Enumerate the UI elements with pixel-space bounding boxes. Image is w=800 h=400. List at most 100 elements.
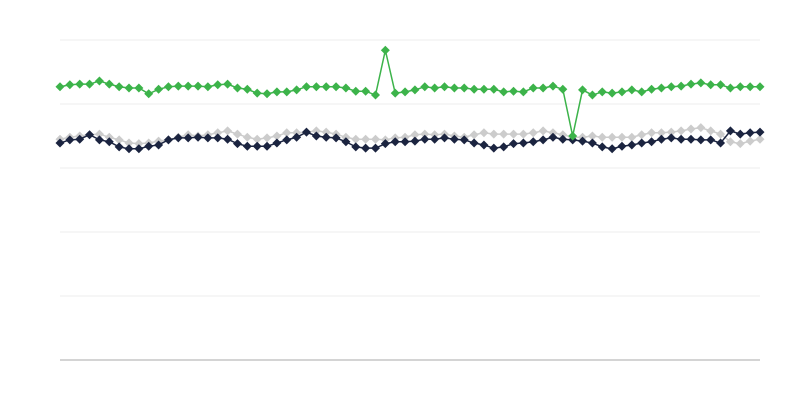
data-point[interactable] bbox=[587, 138, 597, 148]
data-point[interactable] bbox=[735, 82, 745, 92]
data-point[interactable] bbox=[528, 137, 538, 147]
data-point[interactable] bbox=[499, 87, 509, 97]
data-point[interactable] bbox=[548, 132, 558, 142]
data-point[interactable] bbox=[173, 81, 183, 91]
data-point[interactable] bbox=[124, 138, 134, 148]
data-point[interactable] bbox=[607, 132, 617, 142]
data-point[interactable] bbox=[331, 133, 341, 143]
data-point[interactable] bbox=[154, 84, 164, 94]
data-point[interactable] bbox=[449, 83, 459, 93]
data-point[interactable] bbox=[144, 141, 154, 151]
data-point[interactable] bbox=[716, 129, 726, 139]
data-point[interactable] bbox=[725, 126, 735, 136]
data-point[interactable] bbox=[252, 141, 262, 151]
data-point[interactable] bbox=[341, 137, 351, 147]
data-point[interactable] bbox=[745, 136, 755, 146]
data-point[interactable] bbox=[666, 82, 676, 92]
data-point[interactable] bbox=[607, 144, 617, 154]
data-point[interactable] bbox=[114, 142, 124, 152]
data-point[interactable] bbox=[282, 128, 292, 138]
data-point[interactable] bbox=[400, 137, 410, 147]
data-point[interactable] bbox=[242, 132, 252, 142]
data-point[interactable] bbox=[479, 128, 489, 138]
data-point[interactable] bbox=[716, 138, 726, 148]
data-point[interactable] bbox=[75, 134, 85, 144]
data-point[interactable] bbox=[183, 81, 193, 91]
data-point[interactable] bbox=[637, 87, 647, 97]
data-point[interactable] bbox=[656, 83, 666, 93]
data-point[interactable] bbox=[706, 80, 716, 90]
data-point[interactable] bbox=[85, 130, 95, 140]
data-point[interactable] bbox=[321, 82, 331, 92]
data-point[interactable] bbox=[282, 87, 292, 97]
data-point[interactable] bbox=[292, 85, 302, 95]
data-point[interactable] bbox=[331, 82, 341, 92]
data-point[interactable] bbox=[597, 87, 607, 97]
data-point[interactable] bbox=[232, 83, 242, 93]
data-point[interactable] bbox=[479, 84, 489, 94]
data-point[interactable] bbox=[578, 85, 588, 95]
data-point[interactable] bbox=[301, 82, 311, 92]
data-point[interactable] bbox=[114, 135, 124, 145]
data-point[interactable] bbox=[183, 133, 193, 143]
data-point[interactable] bbox=[696, 123, 706, 133]
data-point[interactable] bbox=[538, 83, 548, 93]
data-point[interactable] bbox=[134, 139, 144, 149]
data-point[interactable] bbox=[351, 142, 361, 152]
data-point[interactable] bbox=[627, 140, 637, 150]
data-point[interactable] bbox=[213, 80, 223, 90]
data-point[interactable] bbox=[163, 135, 173, 145]
data-point[interactable] bbox=[94, 135, 104, 145]
data-point[interactable] bbox=[518, 138, 528, 148]
data-point[interactable] bbox=[163, 82, 173, 92]
data-point[interactable] bbox=[55, 138, 65, 148]
data-point[interactable] bbox=[430, 134, 440, 144]
data-point[interactable] bbox=[410, 85, 420, 95]
data-point[interactable] bbox=[124, 83, 134, 93]
data-point[interactable] bbox=[459, 83, 469, 93]
data-point[interactable] bbox=[252, 88, 262, 98]
data-point[interactable] bbox=[361, 86, 371, 96]
data-point[interactable] bbox=[144, 89, 154, 99]
data-point[interactable] bbox=[114, 82, 124, 92]
data-point[interactable] bbox=[370, 90, 380, 100]
data-point[interactable] bbox=[85, 79, 95, 89]
data-point[interactable] bbox=[617, 141, 627, 151]
data-point[interactable] bbox=[223, 79, 233, 89]
data-point[interactable] bbox=[134, 83, 144, 93]
data-point[interactable] bbox=[686, 79, 696, 89]
data-point[interactable] bbox=[410, 130, 420, 140]
data-point[interactable] bbox=[558, 84, 568, 94]
data-point[interactable] bbox=[489, 143, 499, 153]
data-point[interactable] bbox=[469, 130, 479, 140]
data-point[interactable] bbox=[311, 126, 321, 136]
data-point[interactable] bbox=[213, 133, 223, 143]
data-point[interactable] bbox=[75, 79, 85, 89]
data-point[interactable] bbox=[686, 124, 696, 134]
data-point[interactable] bbox=[528, 83, 538, 93]
data-point[interactable] bbox=[627, 85, 637, 95]
data-point[interactable] bbox=[193, 81, 203, 91]
data-point[interactable] bbox=[65, 135, 75, 145]
data-point[interactable] bbox=[242, 141, 252, 151]
data-point[interactable] bbox=[597, 142, 607, 152]
data-point[interactable] bbox=[213, 128, 223, 138]
data-point[interactable] bbox=[489, 84, 499, 94]
data-point[interactable] bbox=[154, 140, 164, 150]
data-point[interactable] bbox=[410, 136, 420, 146]
data-point[interactable] bbox=[706, 135, 716, 145]
data-point[interactable] bbox=[509, 129, 519, 139]
data-point[interactable] bbox=[607, 88, 617, 98]
data-point[interactable] bbox=[420, 134, 430, 144]
data-point[interactable] bbox=[518, 87, 528, 97]
data-point[interactable] bbox=[420, 129, 430, 139]
data-point[interactable] bbox=[676, 81, 686, 91]
data-point[interactable] bbox=[252, 134, 262, 144]
data-point[interactable] bbox=[597, 132, 607, 142]
data-point[interactable] bbox=[479, 140, 489, 150]
data-point[interactable] bbox=[696, 135, 706, 145]
data-point[interactable] bbox=[311, 131, 321, 141]
data-point[interactable] bbox=[509, 86, 519, 96]
data-point[interactable] bbox=[627, 132, 637, 142]
data-point[interactable] bbox=[558, 134, 568, 144]
